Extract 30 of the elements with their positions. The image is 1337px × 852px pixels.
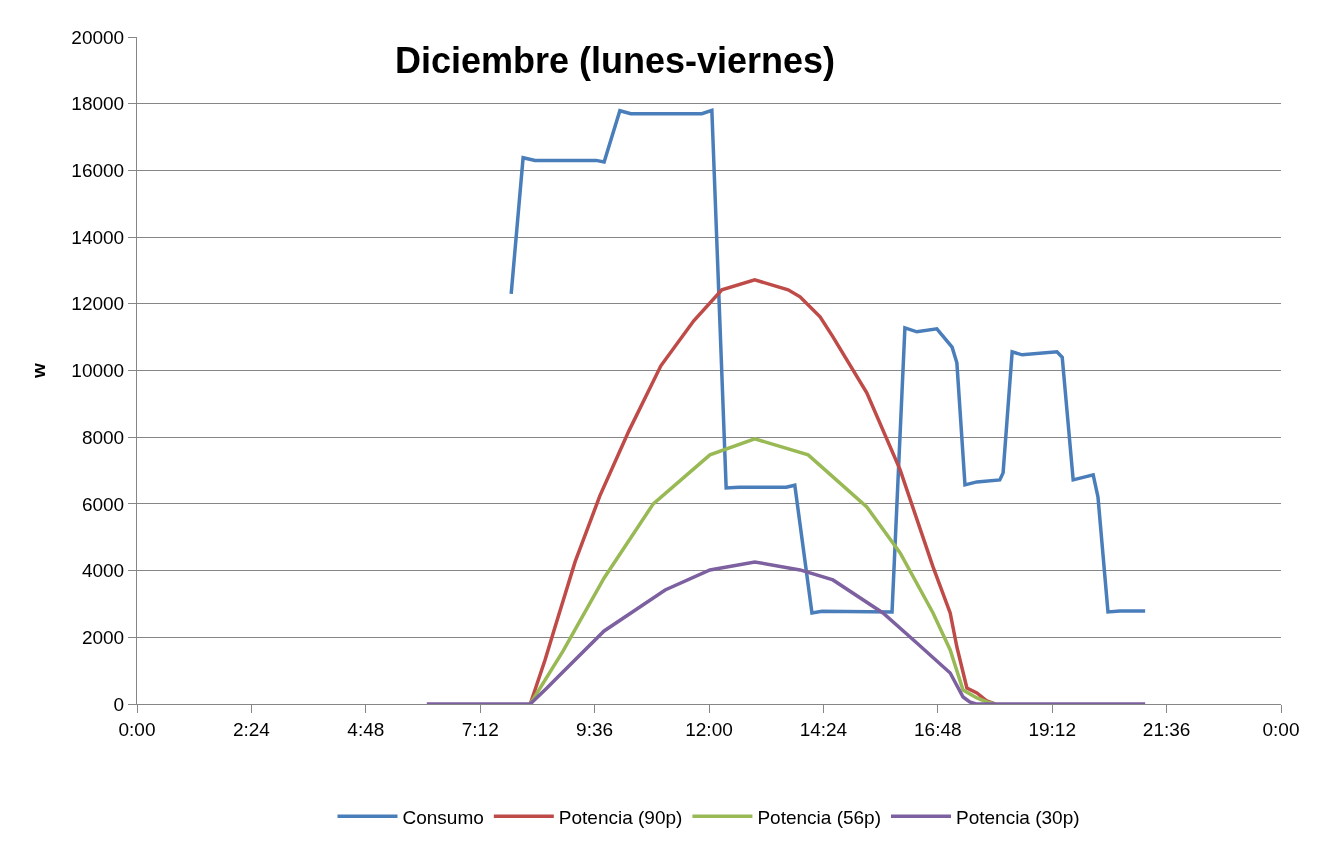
legend-label: Potencia (56p) xyxy=(757,806,881,828)
x-tick-label: 4:48 xyxy=(347,718,385,740)
line-series xyxy=(425,560,1147,704)
legend-label: Potencia (90p) xyxy=(558,806,683,828)
y-tick-label: 0 xyxy=(113,693,125,715)
x-tick-label: 12:00 xyxy=(685,718,733,740)
y-tick-label: 20000 xyxy=(71,26,125,48)
legend-label: Consumo xyxy=(402,806,484,828)
y-axis-title: w xyxy=(28,362,50,379)
y-tick-label: 8000 xyxy=(81,426,125,448)
y-tick-label: 18000 xyxy=(71,93,125,115)
y-tick-label: 2000 xyxy=(81,626,125,648)
legend-label: Potencia (30p) xyxy=(955,806,1080,828)
y-tick-label: 16000 xyxy=(71,160,125,182)
x-tick-label: 0:00 xyxy=(118,718,156,740)
y-tick-label: 4000 xyxy=(81,560,125,582)
x-tick-label: 7:12 xyxy=(461,718,499,740)
y-tick-label: 6000 xyxy=(81,493,125,515)
y-tick-label: 14000 xyxy=(71,226,125,248)
chart-title: Diciembre (lunes-viernes) xyxy=(394,39,836,81)
line-series xyxy=(509,108,1147,615)
y-tick-label: 12000 xyxy=(71,293,125,315)
x-tick-label: 2:24 xyxy=(232,718,271,740)
x-tick-label: 21:36 xyxy=(1142,718,1191,740)
x-tick-label: 19:12 xyxy=(1028,718,1076,740)
x-tick-label: 14:24 xyxy=(799,718,848,740)
y-tick-label: 10000 xyxy=(71,360,125,382)
x-tick-label: 0:00 xyxy=(1262,718,1300,740)
x-tick-label: 16:48 xyxy=(914,718,962,740)
x-tick-label: 9:36 xyxy=(576,718,614,740)
